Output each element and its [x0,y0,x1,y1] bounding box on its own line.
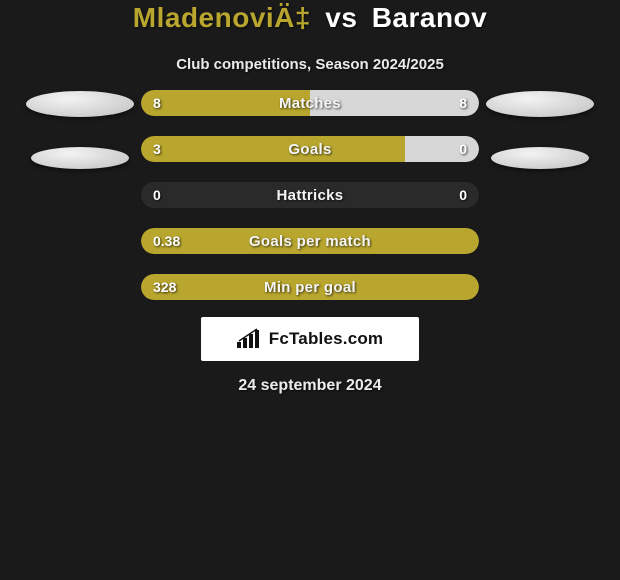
fctables-logo-link[interactable]: FcTables.com [201,317,419,361]
stat-fill-left [141,228,479,254]
player2-marker-icon [486,91,594,117]
vs-text: vs [325,2,357,33]
player1-name: MladenoviÄ‡ [133,2,311,33]
stat-row: 328Min per goal [140,273,480,301]
stat-fill-right [405,136,479,162]
stat-value-left: 0 [153,182,161,208]
stat-row: 0 0Hattricks [140,181,480,209]
player1-side [20,89,140,169]
subtitle: Club competitions, Season 2024/2025 [176,56,444,73]
player1-marker-icon [26,91,134,117]
player2-name: Baranov [372,2,488,33]
player2-marker-icon [491,147,589,169]
date-text: 24 september 2024 [238,377,381,395]
stat-value-right: 0 [459,182,467,208]
stat-fill-left [141,136,405,162]
comparison-arena: 88Matches 30Goals 0 0Hattricks 0.38Goals per… [0,89,620,301]
player2-side [480,89,600,169]
stat-row: 0.38Goals per match [140,227,480,255]
stat-row: 88Matches [140,89,480,117]
player1-marker-icon [31,147,129,169]
stat-fill-left [141,90,310,116]
stat-bars: 88Matches 30Goals 0 0Hattricks 0.38Goals per… [140,89,480,301]
stat-fill-right [310,90,479,116]
comparison-widget: MladenoviÄ‡ vs Baranov Club competitions… [0,0,620,395]
stat-fill-left [141,274,479,300]
page-title: MladenoviÄ‡ vs Baranov [133,2,487,34]
stat-label: Hattricks [141,182,479,208]
logo-text: FcTables.com [269,329,384,349]
stat-row: 30Goals [140,135,480,163]
bar-chart-icon [237,328,263,350]
